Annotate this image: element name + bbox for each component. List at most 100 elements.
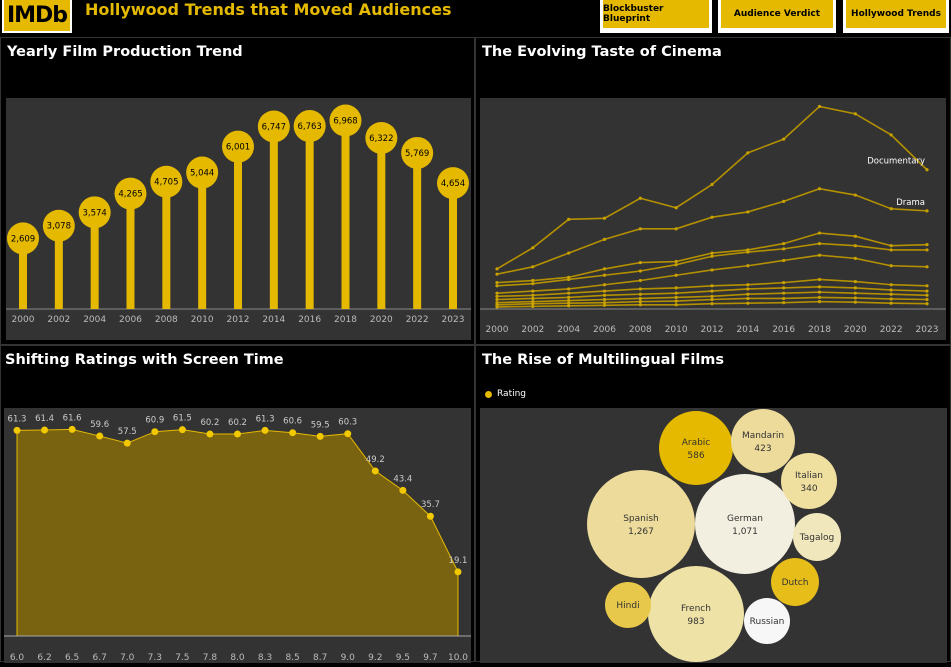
ratings-x-tick: 7.3 <box>148 653 162 663</box>
production-bar-head <box>42 209 75 242</box>
genre-point <box>817 241 822 246</box>
genre-point <box>925 297 929 302</box>
genre-point <box>925 248 929 252</box>
production-bar-head <box>401 136 434 169</box>
genre-point <box>674 227 678 231</box>
language-bubble <box>695 474 795 574</box>
ratings-value-label: 35.7 <box>421 500 440 510</box>
genre-point <box>782 137 786 141</box>
genre-point <box>710 284 714 288</box>
genre-point <box>674 299 678 303</box>
genre-point <box>638 260 642 265</box>
nav-hollywood-trends-button[interactable]: Hollywood Trends <box>843 0 949 33</box>
language-bubble-value: 983 <box>687 617 704 627</box>
production-bar <box>305 126 314 309</box>
genre-x-tick: 2004 <box>557 325 580 335</box>
language-bubble-label: Hindi <box>616 601 639 611</box>
ratings-value-label: 19.1 <box>449 556 468 566</box>
genre-x-tick: 2002 <box>521 325 544 335</box>
production-bar <box>377 137 386 309</box>
production-bar <box>19 238 27 309</box>
production-x-tick: 2010 <box>191 315 214 325</box>
genre-point <box>889 264 893 268</box>
production-bar-head <box>150 165 183 198</box>
genre-point <box>638 227 642 231</box>
nav-blockbuster-blueprint-button[interactable]: Blockbuster Blueprint <box>600 0 712 33</box>
ratings-x-tick: 6.2 <box>37 653 51 663</box>
production-plot-area: 2,609 2000 3,078 2002 3,574 2004 4,265 2006 4,70… <box>6 98 471 340</box>
production-bar-head <box>78 196 111 229</box>
genre-x-tick: 2020 <box>844 325 867 335</box>
language-bubble-value: 586 <box>687 451 704 461</box>
production-value-label: 3,078 <box>47 222 71 232</box>
genre-series-line <box>496 254 928 294</box>
production-x-tick: 2020 <box>370 315 393 325</box>
genre-point <box>889 288 893 292</box>
languages-bubble-chart: Spanish 1,267 German 1,071 French 983 Arabic 58… <box>587 409 841 662</box>
production-value-label: 4,654 <box>441 179 465 189</box>
genre-series-label: Drama <box>896 198 925 208</box>
genre-point <box>853 244 857 248</box>
genre-point <box>638 278 642 283</box>
genre-point <box>638 287 642 291</box>
genre-series-line <box>496 242 927 287</box>
genre-point <box>567 287 571 291</box>
genre-line-chart: Documentary Drama 2000 2002 2004 2006 2008 2010… <box>480 104 946 335</box>
ratings-point <box>13 426 21 434</box>
ratings-x-tick: 6.0 <box>10 653 25 663</box>
genre-point <box>889 283 893 287</box>
language-bubble <box>781 453 837 509</box>
production-bar-head <box>257 110 290 143</box>
ratings-value-label: 60.3 <box>338 418 357 428</box>
ratings-value-label: 43.4 <box>393 474 412 484</box>
language-bubble <box>793 513 841 561</box>
genre-point <box>710 182 714 187</box>
production-value-label: 6,968 <box>333 117 357 127</box>
production-title: Yearly Film Production Trend <box>7 44 243 60</box>
genre-x-tick: 2008 <box>629 325 652 335</box>
production-bar-head <box>114 177 147 210</box>
imdb-logo[interactable]: IMDb <box>2 0 72 33</box>
languages-panel: The Rise of Multilingual Films Rating Sp… <box>475 345 951 663</box>
genre-panel: The Evolving Taste of Cinema Documentary… <box>475 37 951 345</box>
ratings-point <box>399 486 407 494</box>
genre-point <box>638 292 642 296</box>
genre-point <box>638 300 642 304</box>
production-x-tick: 2000 <box>12 315 35 325</box>
production-bar-head <box>437 167 469 200</box>
ratings-x-tick: 9.7 <box>423 653 437 663</box>
language-bubble <box>648 566 744 662</box>
ratings-value-label: 57.5 <box>118 427 137 437</box>
production-value-label: 6,322 <box>369 134 393 144</box>
genre-point <box>674 263 678 267</box>
genre-x-tick: 2016 <box>772 325 795 335</box>
genre-point <box>925 168 929 172</box>
genre-point <box>782 296 786 301</box>
ratings-panel: Shifting Ratings with Screen Time 61.3 6.… <box>0 345 475 663</box>
genre-point <box>674 206 678 210</box>
genre-point <box>531 278 535 283</box>
genre-point <box>889 292 893 296</box>
ratings-point <box>41 426 49 434</box>
genre-point <box>567 251 571 255</box>
language-bubble-label: Arabic <box>682 438 711 448</box>
ratings-point <box>234 430 241 438</box>
language-bubble <box>771 558 819 606</box>
genre-x-tick: 2006 <box>593 325 616 335</box>
production-x-tick: 2006 <box>119 315 142 325</box>
ratings-area-chart: 61.3 6.0 61.4 6.2 61.6 6.5 59.6 6.7 57.5 7.0 60.9 7… <box>4 413 471 663</box>
ratings-point <box>371 467 379 475</box>
nav-audience-verdict-button[interactable]: Audience Verdict <box>718 0 836 33</box>
ratings-x-tick: 10.0 <box>448 653 468 663</box>
ratings-value-label: 60.6 <box>283 417 302 427</box>
production-value-label: 5,044 <box>190 169 214 179</box>
ratings-value-label: 60.2 <box>228 418 247 428</box>
ratings-point <box>426 512 434 520</box>
genre-point <box>889 248 893 252</box>
genre-point <box>710 215 714 219</box>
production-x-tick: 2018 <box>334 315 357 325</box>
genre-point <box>602 297 607 302</box>
ratings-point <box>206 430 214 438</box>
ratings-value-label: 61.3 <box>8 414 27 424</box>
production-x-tick: 2008 <box>155 315 178 325</box>
